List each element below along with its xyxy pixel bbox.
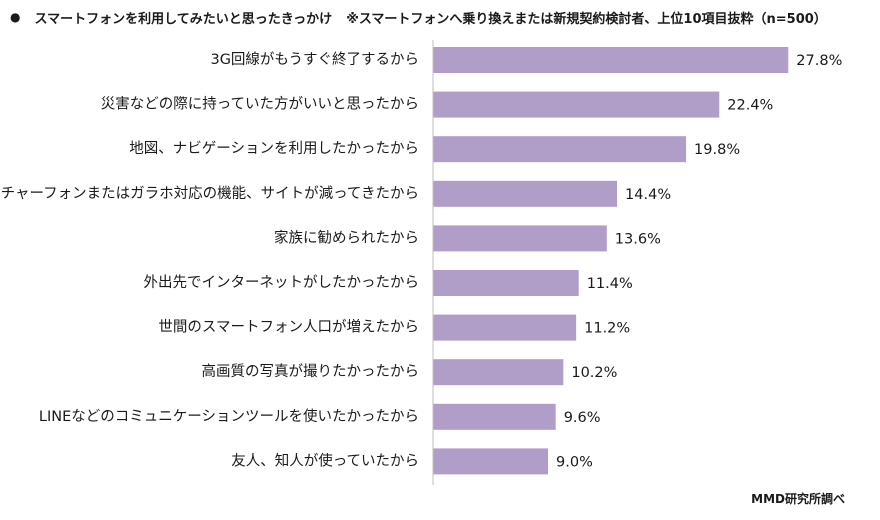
bar [433, 91, 720, 118]
value-label: 9.0% [556, 454, 593, 470]
value-label: 19.8% [694, 142, 740, 158]
bar [433, 225, 607, 252]
title-main: スマートフォンを利用してみたいと思ったきっかけ [34, 11, 333, 27]
category-label: 地図、ナビゲーションを利用したかったから [129, 140, 419, 157]
bar [433, 314, 577, 341]
value-label: 27.8% [796, 53, 842, 69]
bar [433, 403, 556, 430]
value-label: 9.6% [564, 410, 601, 426]
bar [433, 270, 579, 296]
title-note: ※スマートフォンへ乗り換えまたは新規契約検討者、上位10項目抜粋（n=500） [346, 11, 827, 27]
value-label: 11.2% [584, 321, 630, 337]
category-label: フィーチャーフォンまたはガラホ対応の機能、サイトが減ってきたから [0, 185, 419, 202]
chart-title: ● スマートフォンを利用してみたいと思ったきっかけ ※スマートフォンへ乗り換えま… [10, 6, 870, 28]
value-label: 13.6% [615, 231, 661, 247]
value-label: 22.4% [727, 98, 773, 114]
value-label: 11.4% [587, 276, 633, 292]
category-label: 外出先でインターネットがしたかったから [144, 274, 420, 291]
category-label: LINEなどのコミュニケーションツールを使いたかったから [39, 408, 419, 425]
bar [433, 448, 549, 475]
bar [433, 359, 564, 386]
bar [433, 47, 789, 73]
category-label: 災害などの際に持っていた方がいいと思ったから [101, 96, 419, 113]
value-label: 14.4% [625, 187, 671, 203]
category-label: 高画質の写真が撮りたかったから [202, 362, 420, 380]
source-credit: MMD研究所調べ [751, 492, 845, 506]
bar [433, 180, 618, 207]
category-label: 家族に勧められたから [274, 229, 419, 246]
title-bullet: ● [10, 10, 21, 24]
category-label: 3G回線がもうすぐ終了するから [210, 51, 419, 68]
category-label: 友人、知人が使っていたから [231, 452, 419, 469]
value-label: 10.2% [571, 365, 617, 381]
category-label: 世間のスマートフォン人口が増えたから [158, 319, 419, 336]
bar [433, 136, 687, 163]
